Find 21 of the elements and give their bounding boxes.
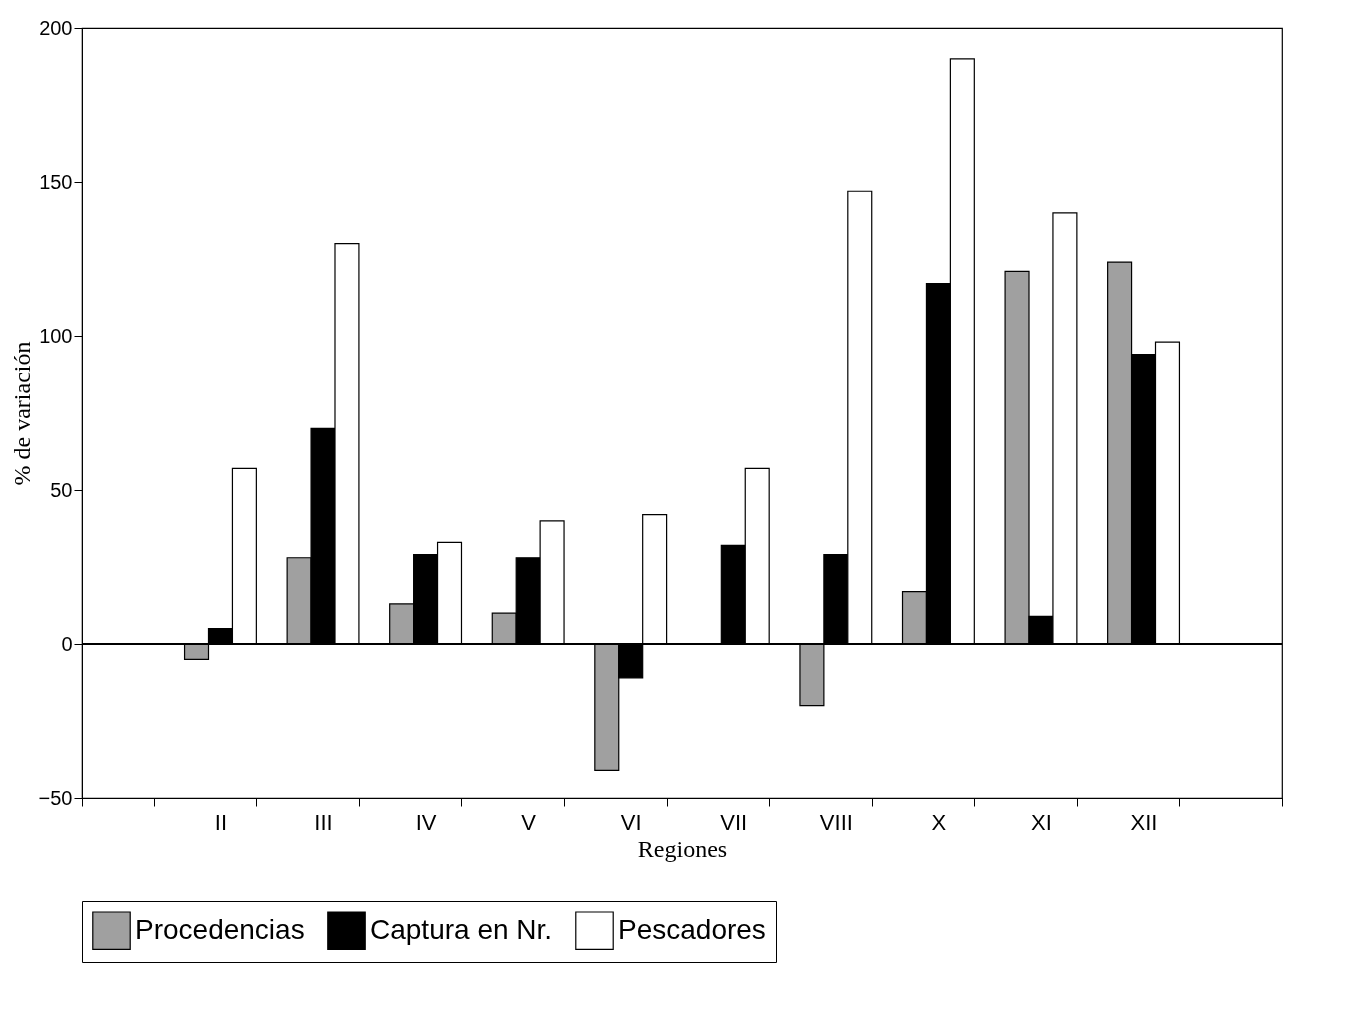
y-tick-label: −50 — [38, 786, 73, 809]
y-tick-label: 0 — [61, 632, 73, 655]
y-axis-title: % de variación — [8, 341, 35, 486]
y-tick-label: 50 — [50, 478, 73, 501]
x-tick-label: III — [314, 809, 333, 835]
legend-label: Captura en Nr. — [370, 913, 553, 945]
x-tick-label: VI — [620, 809, 642, 835]
x-tick-label: XII — [1130, 809, 1158, 835]
x-tick-label: VIII — [819, 809, 853, 835]
y-tick-label: 200 — [39, 16, 73, 39]
x-tick-label: VII — [720, 809, 748, 835]
y-tick-label: 100 — [39, 324, 73, 347]
x-tick-label: IV — [415, 809, 437, 835]
x-tick-label: X — [931, 809, 947, 835]
x-tick-label: II — [214, 809, 228, 835]
x-tick-label: V — [521, 809, 537, 835]
x-axis-title: Regiones — [637, 835, 728, 862]
y-tick-label: 150 — [39, 170, 73, 193]
legend-label: Pescadores — [618, 913, 766, 945]
x-tick-label: XI — [1031, 809, 1052, 835]
legend-label: Procedencias — [135, 913, 305, 945]
